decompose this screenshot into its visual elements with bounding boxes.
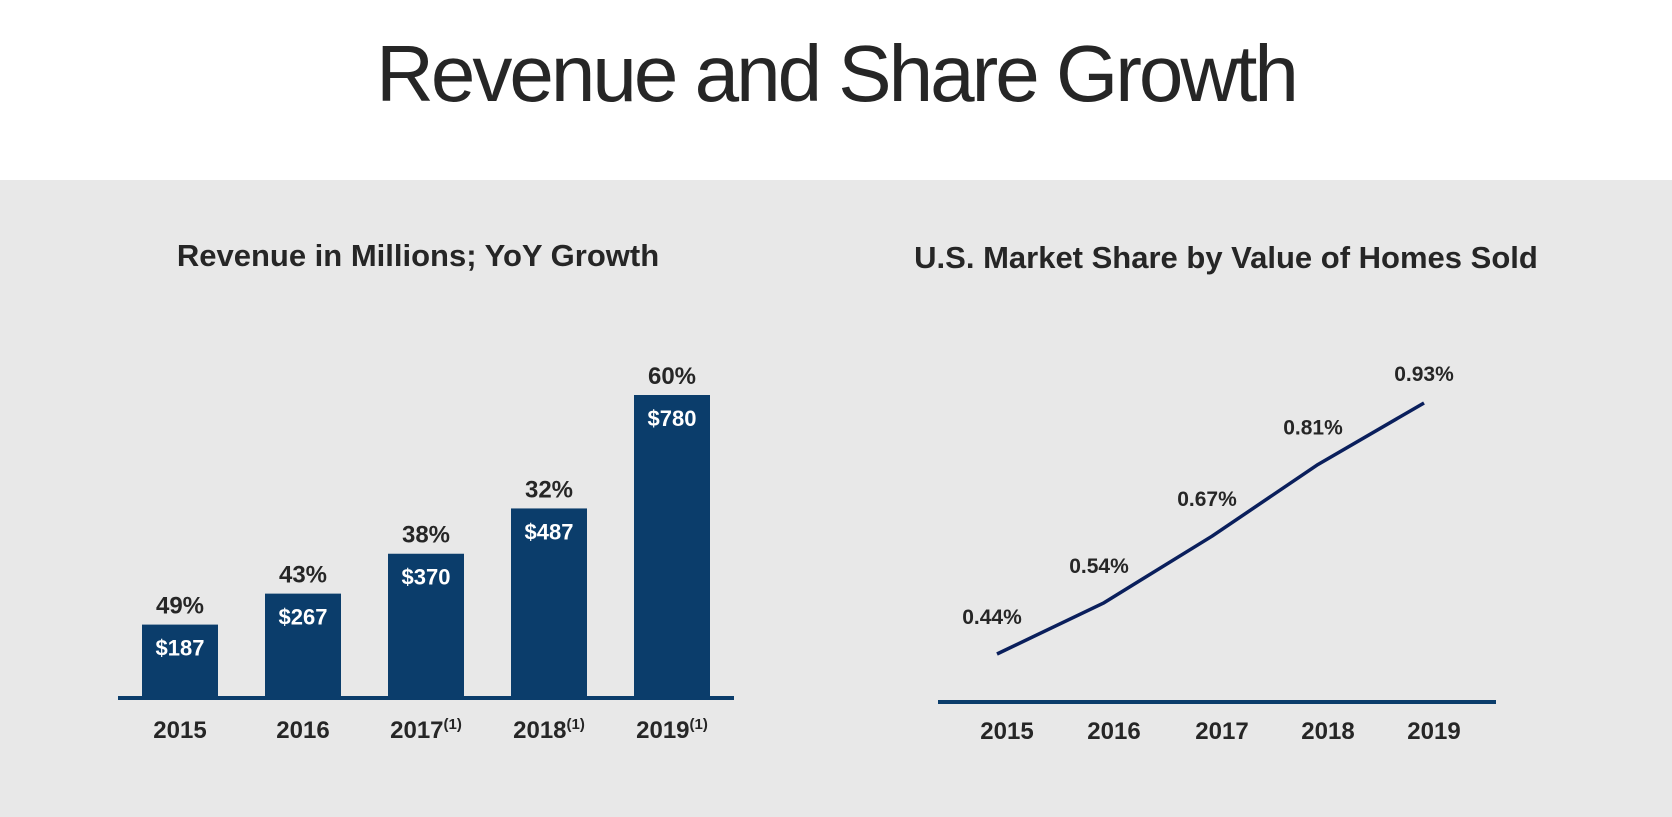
bar: [634, 395, 710, 697]
growth-label: 60%: [648, 363, 696, 390]
x-tick-label: 2015: [153, 717, 206, 744]
x-tick-label: 2017(1): [390, 716, 462, 744]
x-tick-label: 2016: [1087, 718, 1140, 745]
point-value-label: 0.81%: [1283, 416, 1343, 439]
footnote-marker: (1): [444, 716, 462, 733]
x-tick-year: 2018: [513, 717, 566, 744]
revenue-chart-title: Revenue in Millions; YoY Growth: [176, 238, 660, 273]
page-title: Revenue and Share Growth: [376, 29, 1299, 118]
point-value-label: 0.93%: [1394, 363, 1454, 386]
growth-label: 49%: [156, 593, 204, 620]
point-value-label: 0.54%: [1069, 555, 1129, 578]
bar-value-label: $370: [402, 565, 451, 590]
x-tick-label: 2017: [1195, 718, 1248, 745]
header: Revenue and Share Growth: [0, 0, 1672, 180]
bar-value-label: $187: [156, 636, 205, 661]
bar-value-label: $487: [525, 519, 574, 544]
x-tick-label: 2018: [1301, 718, 1354, 745]
x-tick-year: 2017: [390, 717, 443, 744]
market-share-chart-title: U.S. Market Share by Value of Homes Sold: [914, 240, 1538, 275]
growth-label: 38%: [402, 522, 450, 549]
growth-label: 32%: [525, 476, 573, 503]
x-tick-label: 2015: [980, 718, 1033, 745]
x-tick-label: 2018(1): [513, 716, 585, 744]
x-tick-label: 2019(1): [636, 716, 708, 744]
bar: [511, 508, 587, 697]
footnote-marker: (1): [567, 716, 585, 733]
bar-value-label: $267: [279, 605, 328, 630]
x-tick-year: 2015: [153, 717, 206, 744]
bar: [142, 624, 218, 697]
bar-value-label: $780: [648, 406, 697, 431]
footnote-marker: (1): [690, 716, 708, 733]
x-tick-label: 2019: [1407, 718, 1460, 745]
bar: [388, 553, 464, 697]
bar: [265, 593, 341, 697]
point-value-label: 0.67%: [1177, 488, 1237, 511]
market-share-line: [996, 401, 1425, 656]
point-value-label: 0.44%: [962, 606, 1022, 629]
x-tick-year: 2016: [276, 717, 329, 744]
x-tick-label: 2016: [276, 717, 329, 744]
x-tick-year: 2019: [636, 717, 689, 744]
growth-label: 43%: [279, 562, 327, 589]
